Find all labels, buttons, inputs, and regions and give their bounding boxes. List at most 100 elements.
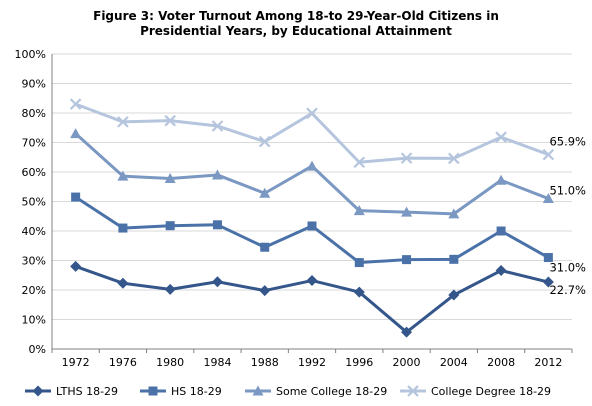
x-marker-stroke — [448, 152, 460, 165]
data-point — [401, 206, 413, 217]
data-point — [211, 276, 223, 288]
y-tick-label: 0% — [29, 343, 46, 356]
data-point — [353, 286, 365, 298]
end-value-label: 51.0% — [549, 184, 586, 198]
y-tick-label: 100% — [15, 48, 46, 61]
x-tick-label: 1972 — [62, 356, 90, 369]
x-tick-label: 2004 — [440, 356, 468, 369]
x-tick-label: 2000 — [393, 356, 421, 369]
x-tick-label: 2012 — [534, 356, 562, 369]
data-point — [353, 205, 365, 216]
data-point — [211, 120, 224, 132]
series-lines — [69, 98, 555, 338]
x-marker-stroke — [164, 114, 176, 127]
gridlines — [52, 53, 572, 320]
y-tick-label: 30% — [22, 255, 46, 268]
x-marker-stroke — [306, 107, 318, 120]
data-point — [117, 277, 129, 289]
data-point — [542, 276, 554, 288]
data-point — [307, 221, 317, 231]
data-point — [543, 253, 553, 263]
data-point — [400, 152, 413, 164]
data-point — [495, 174, 507, 185]
y-tick-label: 80% — [22, 107, 46, 120]
y-tick-label: 10% — [22, 314, 46, 327]
legend-swatch-marker — [407, 385, 419, 397]
legend: LTHS 18-29 HS 18-29 Some College 18-29 Coll… — [25, 385, 551, 398]
x-tick-label: 1992 — [298, 356, 326, 369]
data-point — [164, 283, 176, 295]
data-point — [448, 208, 460, 219]
data-point — [70, 260, 82, 272]
data-point — [402, 255, 412, 265]
data-point — [401, 326, 413, 338]
data-point — [259, 187, 271, 198]
data-point — [71, 192, 81, 202]
axes: 0% 10% 20% 30% 40% 50% 60% 70% 80% 90% 100% 1972 197… — [15, 48, 573, 369]
data-point — [306, 160, 318, 171]
data-point — [117, 116, 129, 128]
y-tick-label: 70% — [22, 137, 46, 150]
data-point — [164, 114, 176, 127]
x-marker-stroke — [495, 131, 507, 143]
x-marker-stroke — [542, 148, 555, 161]
x-tick-label: 1988 — [251, 356, 279, 369]
end-value-label: 31.0% — [549, 261, 586, 275]
y-tick-label: 90% — [22, 78, 46, 91]
data-labels: 22.7% 31.0% 51.0% 65.9% — [549, 135, 586, 297]
data-point — [258, 135, 271, 148]
legend-label: College Degree 18-29 — [431, 385, 551, 398]
x-marker-stroke — [353, 156, 366, 169]
x-tick-label: 2008 — [487, 356, 515, 369]
data-point — [164, 172, 176, 183]
data-point — [69, 98, 82, 110]
data-point — [353, 156, 366, 169]
data-point — [211, 169, 223, 180]
legend-item: Some College 18-29 — [245, 385, 387, 398]
data-point — [448, 289, 460, 301]
end-value-label: 65.9% — [549, 135, 586, 149]
x-tick-label: 1980 — [156, 356, 184, 369]
data-point — [70, 128, 82, 139]
end-value-label: 22.7% — [549, 283, 586, 297]
x-marker-stroke — [211, 120, 224, 132]
legend-label: Some College 18-29 — [276, 385, 387, 398]
data-point — [495, 265, 507, 277]
data-point — [448, 152, 460, 165]
legend-swatch-marker — [148, 386, 158, 396]
data-point — [118, 223, 128, 233]
data-point — [212, 220, 222, 230]
data-point — [117, 170, 129, 181]
legend-swatch-marker — [32, 385, 44, 397]
legend-item: LTHS 18-29 — [25, 385, 118, 398]
data-point — [306, 107, 318, 120]
chart-title-line-2: Presidential Years, by Educational Attai… — [140, 24, 452, 38]
y-tick-label: 40% — [22, 225, 46, 238]
data-point — [542, 148, 555, 161]
x-tick-label: 1996 — [345, 356, 373, 369]
x-marker-stroke — [407, 385, 419, 397]
x-marker-stroke — [117, 116, 129, 128]
data-point — [165, 221, 175, 231]
x-marker-stroke — [258, 135, 271, 148]
x-marker-stroke — [400, 152, 413, 164]
legend-item: HS 18-29 — [140, 385, 222, 398]
y-tick-label: 20% — [22, 284, 46, 297]
chart-title-line-1: Figure 3: Voter Turnout Among 18-to 29-Y… — [93, 9, 499, 23]
data-point — [260, 242, 270, 252]
data-point — [495, 131, 507, 143]
y-tick-label: 50% — [22, 196, 46, 209]
y-tick-label: 60% — [22, 166, 46, 179]
data-point — [542, 193, 554, 204]
data-point — [259, 285, 271, 297]
x-tick-label: 1976 — [109, 356, 137, 369]
data-point — [354, 258, 364, 268]
legend-swatch-marker — [252, 385, 264, 396]
legend-label: LTHS 18-29 — [56, 385, 118, 398]
legend-item: College Degree 18-29 — [400, 385, 551, 398]
data-point — [496, 226, 506, 236]
data-point — [449, 254, 459, 264]
legend-label: HS 18-29 — [171, 385, 222, 398]
data-point — [306, 275, 318, 287]
